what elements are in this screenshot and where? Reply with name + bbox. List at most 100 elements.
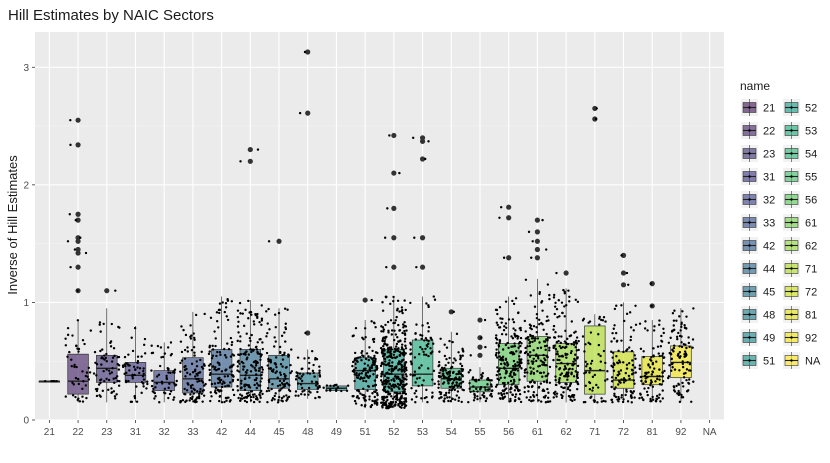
jitter-point: [392, 295, 395, 299]
jitter-point: [356, 394, 359, 398]
box-31: [121, 325, 149, 404]
jitter-point: [239, 393, 242, 396]
jitter-point: [382, 362, 385, 366]
jitter-point: [614, 386, 617, 389]
jitter-point: [168, 392, 172, 396]
jitter-point: [597, 343, 601, 347]
jitter-point: [424, 347, 427, 351]
jitter-point: [75, 344, 78, 348]
jitter-point: [496, 323, 499, 327]
jitter-point: [260, 323, 263, 326]
legend-key-point: [790, 129, 793, 132]
jitter-point: [81, 370, 84, 373]
jitter-point: [76, 398, 79, 402]
jitter-point: [111, 366, 114, 370]
jitter-point: [671, 312, 675, 315]
jitter-point: [218, 399, 221, 403]
jitter-point: [397, 323, 400, 327]
jitter-point: [613, 337, 616, 340]
jitter-point: [252, 395, 255, 399]
jitter-point: [552, 293, 556, 297]
jitter-point: [363, 399, 367, 402]
jitter-point: [644, 380, 647, 383]
jitter-point: [241, 397, 244, 400]
outlier-point: [477, 352, 483, 358]
jitter-point: [652, 347, 655, 350]
jitter-point: [272, 368, 275, 371]
jitter-point: [451, 340, 454, 344]
jitter-point: [279, 373, 283, 376]
jitter-point: [555, 392, 559, 395]
jitter-point: [296, 374, 299, 377]
jitter-point: [662, 356, 665, 359]
jitter-point: [552, 324, 556, 328]
jitter-point: [274, 340, 277, 343]
legend-label: 48: [763, 310, 775, 322]
jitter-point: [589, 367, 592, 371]
jitter-point: [661, 389, 664, 392]
jitter-point: [632, 379, 636, 382]
jitter-point: [670, 369, 673, 372]
jitter-point: [84, 374, 88, 378]
jitter-point: [95, 394, 99, 398]
jitter-point: [259, 358, 262, 361]
jitter-point: [443, 343, 446, 346]
jitter-point: [274, 371, 277, 375]
jitter-point: [318, 396, 321, 399]
legend-title: name: [740, 79, 770, 93]
jitter-point: [392, 338, 396, 342]
jitter-point: [591, 389, 594, 392]
jitter-point: [392, 383, 395, 386]
jitter-point: [651, 395, 654, 399]
jitter-point: [671, 366, 674, 369]
jitter-point: [469, 369, 472, 372]
jitter-point: [598, 317, 601, 320]
legend-item-45: 45: [741, 283, 775, 300]
jitter-point: [418, 366, 421, 369]
jitter-point: [391, 369, 394, 372]
jitter-point: [183, 368, 187, 372]
jitter-point: [563, 365, 567, 368]
jitter-point: [197, 396, 200, 400]
jitter-point: [616, 398, 619, 401]
jitter-point: [169, 390, 173, 393]
jitter-point: [588, 388, 592, 391]
jitter-point: [381, 339, 384, 343]
jitter-point: [403, 397, 406, 400]
jitter-point: [513, 368, 517, 372]
jitter-point: [180, 350, 184, 354]
jitter-point: [227, 347, 231, 351]
jitter-point: [483, 394, 486, 398]
jitter-point: [391, 405, 394, 408]
jitter-point: [386, 320, 390, 324]
jitter-point: [617, 359, 621, 362]
jitter-point: [239, 340, 242, 343]
jitter-point: [410, 362, 413, 365]
jitter-point: [518, 355, 521, 358]
jitter-point: [430, 338, 433, 341]
x-tick-label: 71: [589, 427, 601, 438]
jitter-point: [624, 371, 627, 375]
jitter-point: [121, 364, 125, 367]
jitter-point: [290, 348, 293, 351]
jitter-point: [525, 350, 528, 354]
jitter-point: [225, 368, 228, 371]
jitter-point: [70, 358, 73, 361]
jitter-point: [499, 317, 502, 320]
jitter-point: [651, 363, 654, 366]
jitter-point: [400, 365, 404, 368]
jitter-point: [220, 370, 224, 373]
legend-key-point: [790, 359, 793, 362]
box-92: [666, 307, 695, 404]
jitter-point: [131, 377, 134, 380]
jitter-point: [282, 379, 286, 382]
jitter-point: [630, 373, 634, 376]
jitter-point: [490, 395, 494, 398]
box-22: [64, 117, 93, 403]
jitter-point: [526, 345, 529, 348]
jitter-point: [401, 323, 405, 326]
jitter-point: [598, 323, 601, 326]
jitter-point: [614, 376, 618, 380]
jitter-point: [251, 365, 254, 368]
jitter-point: [647, 386, 650, 390]
